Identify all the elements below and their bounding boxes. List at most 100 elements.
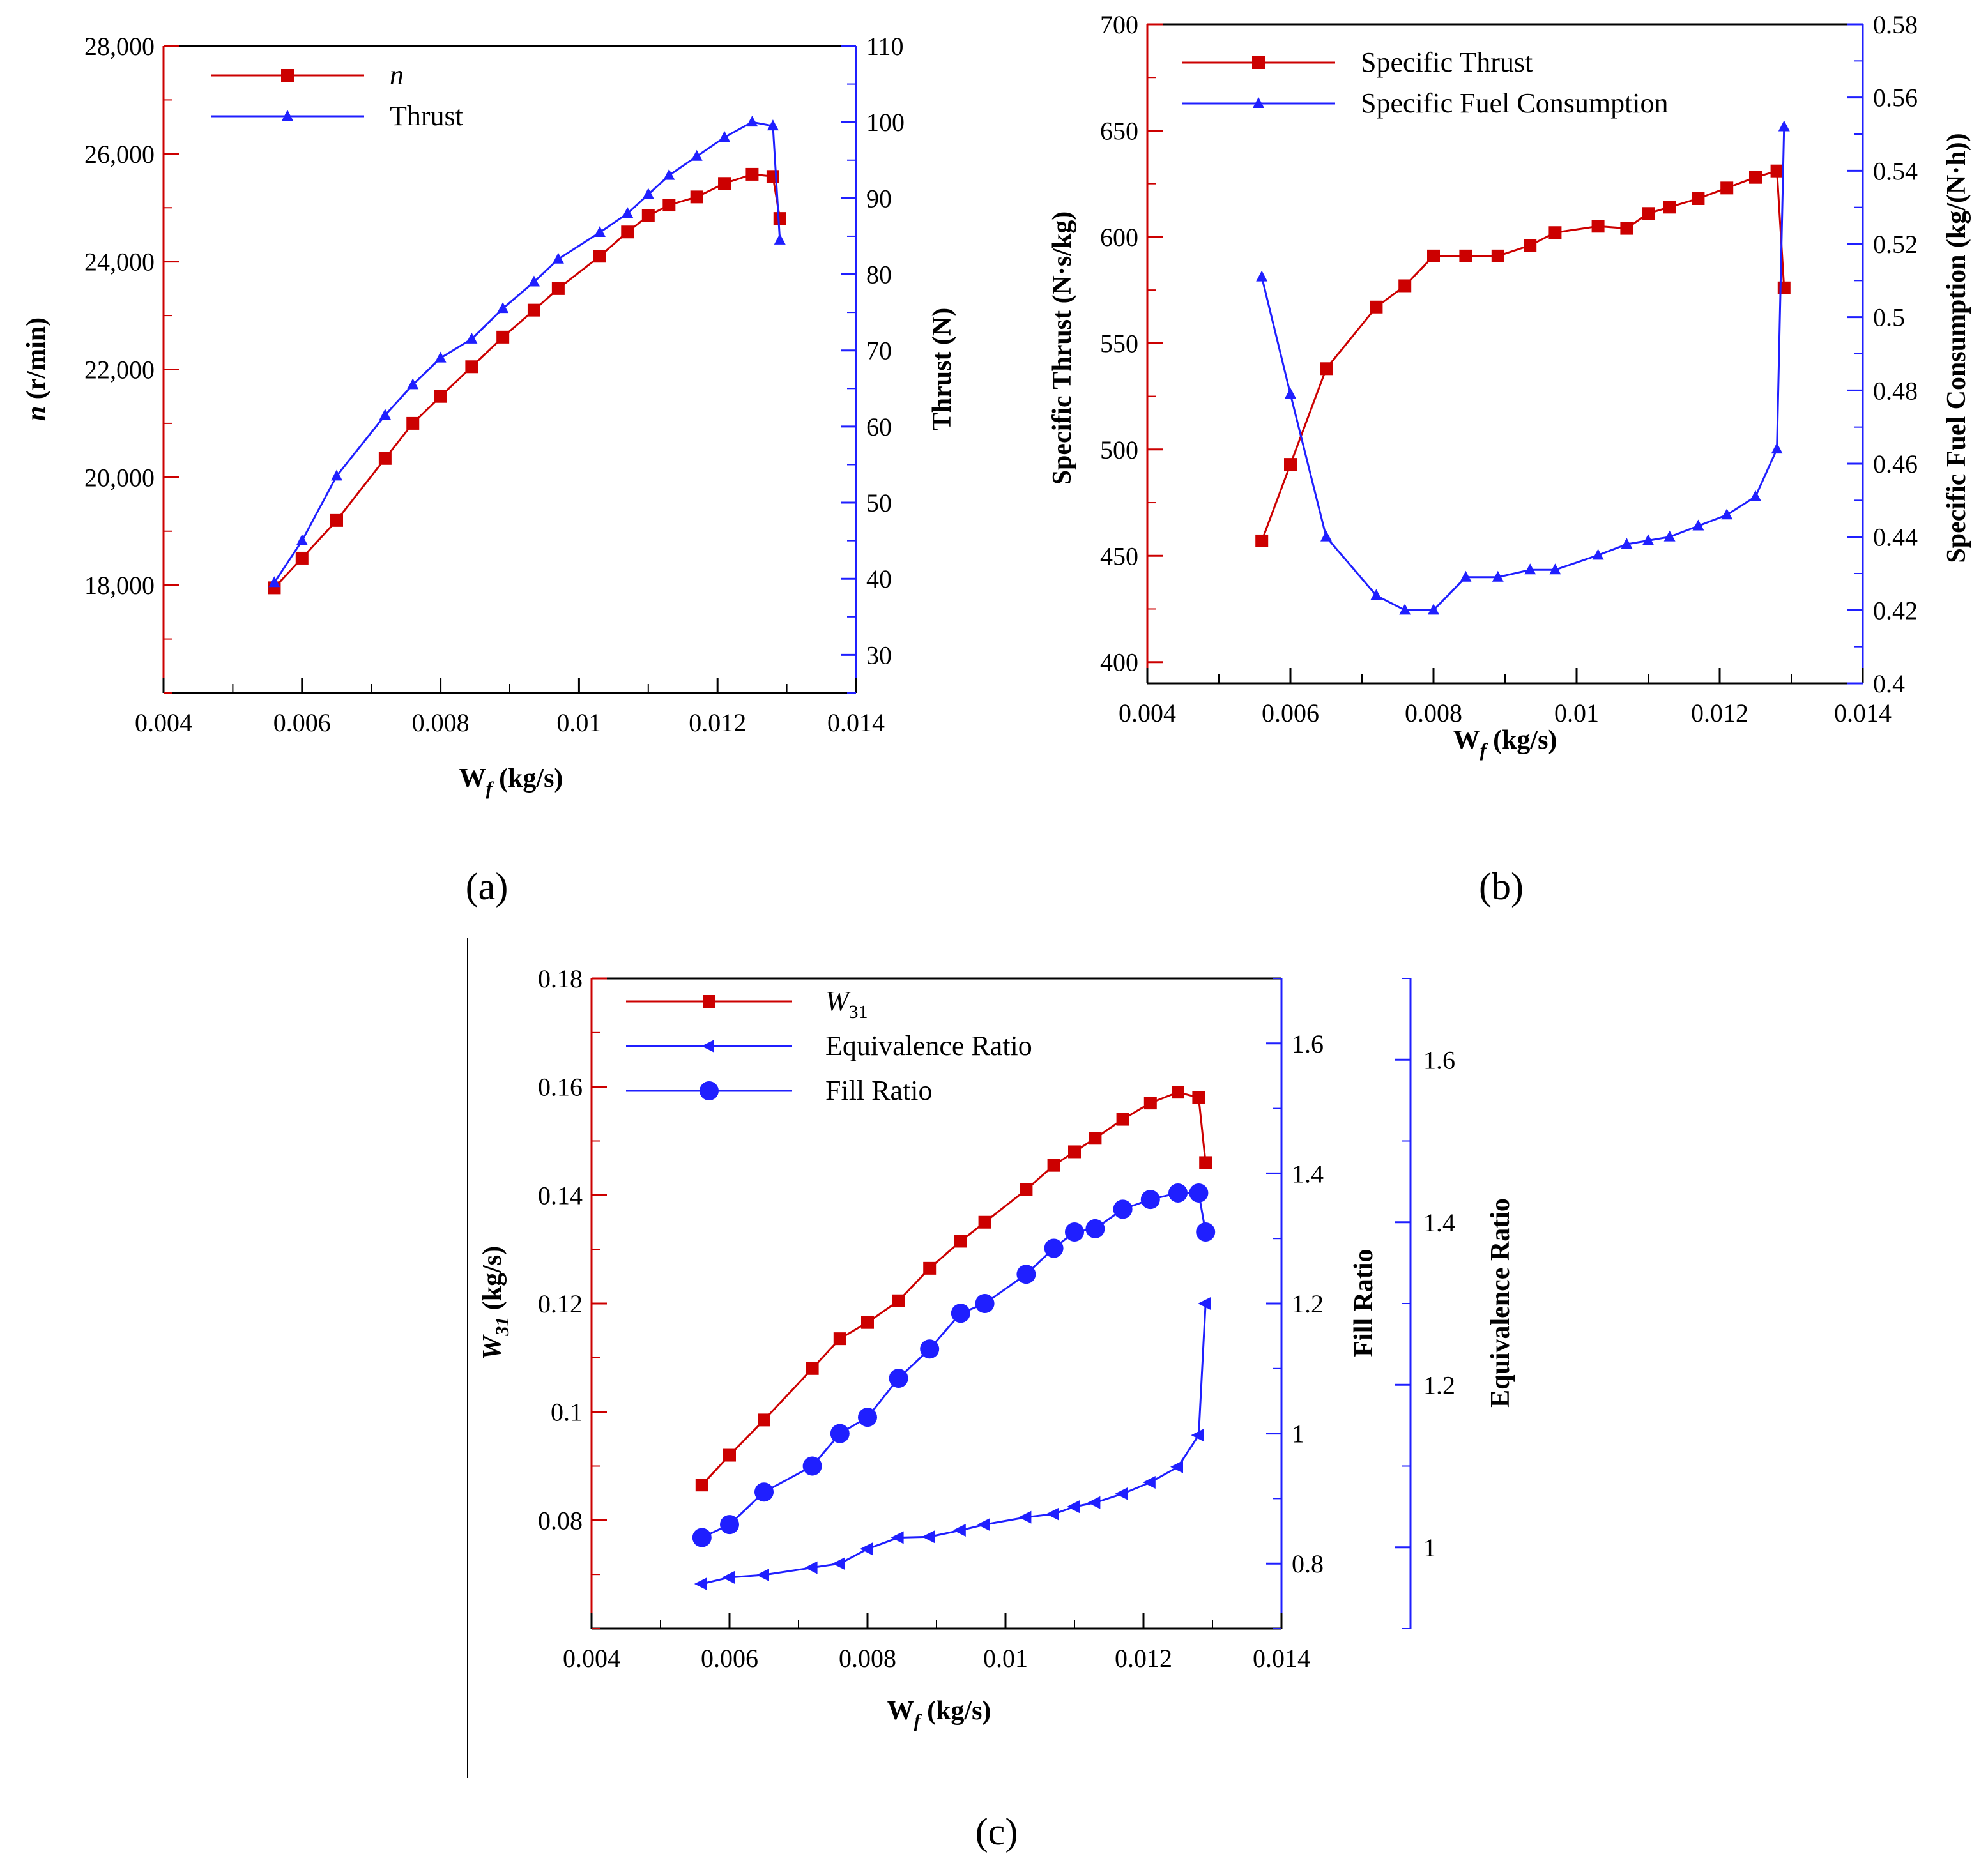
data-point-equivalence-ratio [860, 1542, 873, 1556]
data-point-equivalence-ratio [1087, 1496, 1101, 1509]
data-point-w31 [1020, 1183, 1033, 1196]
data-point-thrust [497, 302, 509, 314]
data-point-n [465, 360, 478, 374]
right-tick-label: 1.2 [1292, 1289, 1324, 1318]
data-point-thrust [746, 116, 758, 127]
right-tick-label: 80 [866, 261, 892, 289]
data-point-specific-fuel-consumption [1750, 490, 1761, 501]
data-point-specific-thrust [1491, 249, 1504, 262]
data-point-fill-ratio [754, 1482, 774, 1502]
left-axis-label: W31 (kg/s) [478, 1246, 513, 1360]
data-point-fill-ratio [1016, 1265, 1036, 1284]
left-tick-label: 0.1 [551, 1398, 583, 1427]
data-point-specific-thrust [1320, 362, 1333, 376]
x-tick-label: 0.014 [827, 708, 885, 737]
data-point-w31 [1068, 1145, 1081, 1159]
x-tick-label: 0.006 [701, 1644, 758, 1673]
left-tick-label: 0.16 [538, 1073, 583, 1102]
left-tick-label: 700 [1100, 10, 1138, 39]
x-tick-label: 0.01 [983, 1644, 1028, 1673]
right-axis-label: Specific Fuel Consumption (kg/(N·h)) [1942, 133, 1971, 563]
x-tick-label: 0.012 [689, 708, 746, 737]
data-point-equivalence-ratio [1191, 1429, 1204, 1442]
legend-label: n [390, 59, 404, 91]
data-point-w31 [806, 1362, 819, 1375]
data-point-specific-fuel-consumption [1549, 563, 1561, 575]
data-point-n [662, 199, 676, 212]
data-point-equivalence-ratio [977, 1518, 990, 1532]
left-tick-label: 26,000 [84, 140, 155, 169]
data-point-equivalence-ratio [1170, 1460, 1183, 1473]
data-point-specific-fuel-consumption [1642, 534, 1654, 545]
panel-label-c: (c) [975, 1811, 1018, 1853]
x-tick-label: 0.008 [1405, 699, 1462, 727]
data-point-thrust [466, 332, 478, 344]
data-point-equivalence-ratio [722, 1570, 735, 1584]
x-tick-label: 0.014 [1253, 1644, 1310, 1673]
data-point-specific-fuel-consumption [1621, 538, 1633, 549]
left-tick-label: 22,000 [84, 356, 155, 384]
data-point-equivalence-ratio [804, 1561, 818, 1574]
data-point-specific-thrust [1524, 239, 1537, 252]
data-point-specific-fuel-consumption [1460, 570, 1472, 582]
data-point-fill-ratio [889, 1369, 908, 1388]
left-tick-label: 20,000 [84, 463, 155, 492]
data-point-specific-thrust [1591, 220, 1605, 233]
chart-c: 0.004 0.006 0.008 0.01 0.012 0.014 0.08 0.1 0.12… [478, 964, 1515, 1731]
data-point-equivalence-ratio [1142, 1475, 1156, 1489]
data-point-specific-thrust [1749, 171, 1762, 184]
right-tick-label: 0.52 [1873, 230, 1918, 259]
outer-tick-label: 1.4 [1423, 1208, 1455, 1237]
data-point-n [378, 452, 392, 465]
right-tick-label: 1.6 [1292, 1030, 1324, 1058]
data-point-n [718, 177, 731, 190]
data-point-specific-fuel-consumption [1592, 549, 1604, 560]
data-point-thrust [719, 131, 731, 142]
right-tick-label: 40 [866, 565, 892, 593]
data-point-specific-thrust [1370, 300, 1383, 314]
data-point-thrust [528, 275, 540, 287]
data-point-w31 [1143, 1097, 1157, 1110]
data-point-fill-ratio [951, 1304, 970, 1323]
data-point-thrust [268, 576, 280, 588]
legend-label: Thrust [390, 100, 463, 132]
data-point-n [621, 225, 634, 239]
left-axis-label: n (r/min) [22, 317, 51, 421]
data-point-thrust [593, 225, 606, 237]
left-tick-label: 0.08 [538, 1506, 583, 1535]
right-tick-label: 0.46 [1873, 450, 1918, 478]
data-point-n [295, 551, 309, 565]
right-tick-label: 1.4 [1292, 1159, 1324, 1188]
data-point-w31 [1192, 1091, 1205, 1104]
right-axis-label: Equivalence Ratio [1486, 1198, 1515, 1408]
data-point-fill-ratio [692, 1528, 712, 1547]
data-point-equivalence-ratio [1198, 1297, 1211, 1310]
data-point-specific-thrust [1548, 226, 1562, 239]
data-point-fill-ratio [830, 1424, 850, 1443]
data-point-specific-fuel-consumption [1771, 443, 1783, 454]
data-point-equivalence-ratio [1018, 1510, 1032, 1524]
right-tick-label: 30 [866, 641, 892, 669]
x-tick-label: 0.008 [839, 1644, 896, 1673]
data-point-equivalence-ratio [1067, 1500, 1080, 1514]
legend-marker [701, 1040, 714, 1053]
data-point-w31 [1172, 1086, 1184, 1099]
x-tick-label: 0.01 [556, 708, 601, 737]
panel-label-a: (a) [466, 865, 508, 908]
data-point-specific-fuel-consumption [1320, 530, 1332, 542]
data-point-n [746, 167, 759, 181]
data-point-thrust [663, 169, 675, 180]
x-tick-label: 0.004 [135, 708, 192, 737]
data-point-w31 [978, 1215, 991, 1229]
data-point-specific-fuel-consumption [1721, 508, 1733, 520]
data-point-specific-fuel-consumption [1285, 388, 1296, 399]
data-point-w31 [954, 1235, 967, 1248]
data-point-specific-thrust [1642, 207, 1655, 220]
data-point-fill-ratio [1189, 1183, 1209, 1203]
x-tick-label: 0.014 [1834, 699, 1892, 727]
right-tick-label: 60 [866, 413, 892, 441]
legend-marker [1252, 56, 1265, 69]
right-tick-label: 0.4 [1873, 669, 1905, 698]
right-tick-label: 0.42 [1873, 596, 1918, 625]
